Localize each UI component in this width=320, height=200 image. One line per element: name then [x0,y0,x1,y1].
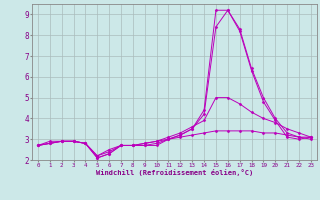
X-axis label: Windchill (Refroidissement éolien,°C): Windchill (Refroidissement éolien,°C) [96,169,253,176]
